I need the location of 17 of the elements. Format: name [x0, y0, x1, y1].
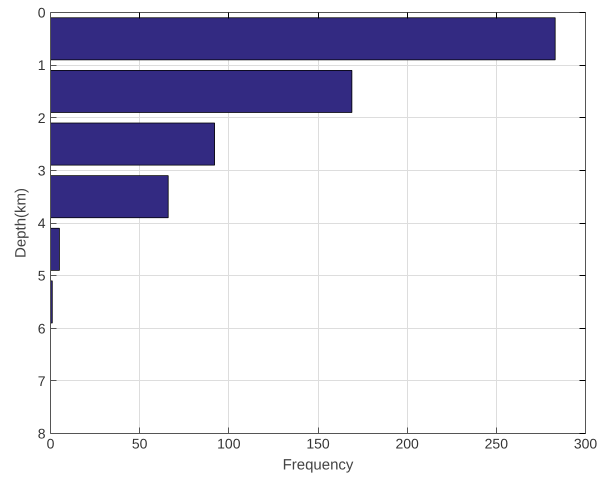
y-tick-label: 1: [38, 57, 46, 74]
y-tick-label: 0: [38, 4, 46, 20]
y-tick-label: 6: [38, 320, 46, 336]
x-tick-label: 100: [217, 436, 241, 452]
y-tick-label: 8: [38, 426, 46, 442]
y-tick-label: 3: [38, 162, 46, 178]
y-tick-label: 5: [38, 268, 46, 284]
y-tick-label: 4: [38, 215, 46, 231]
x-tick-label: 150: [306, 436, 330, 452]
x-tick-label: 250: [484, 436, 508, 452]
x-tick-label: 300: [574, 436, 598, 452]
y-tick-label: 7: [38, 372, 46, 389]
y-tick-label: 2: [38, 110, 46, 126]
x-tick-label: 50: [132, 436, 148, 452]
x-tick-label: 200: [395, 436, 420, 452]
x-axis-title: Frequency: [282, 456, 354, 474]
y-axis-title: Depth(km): [12, 188, 30, 258]
